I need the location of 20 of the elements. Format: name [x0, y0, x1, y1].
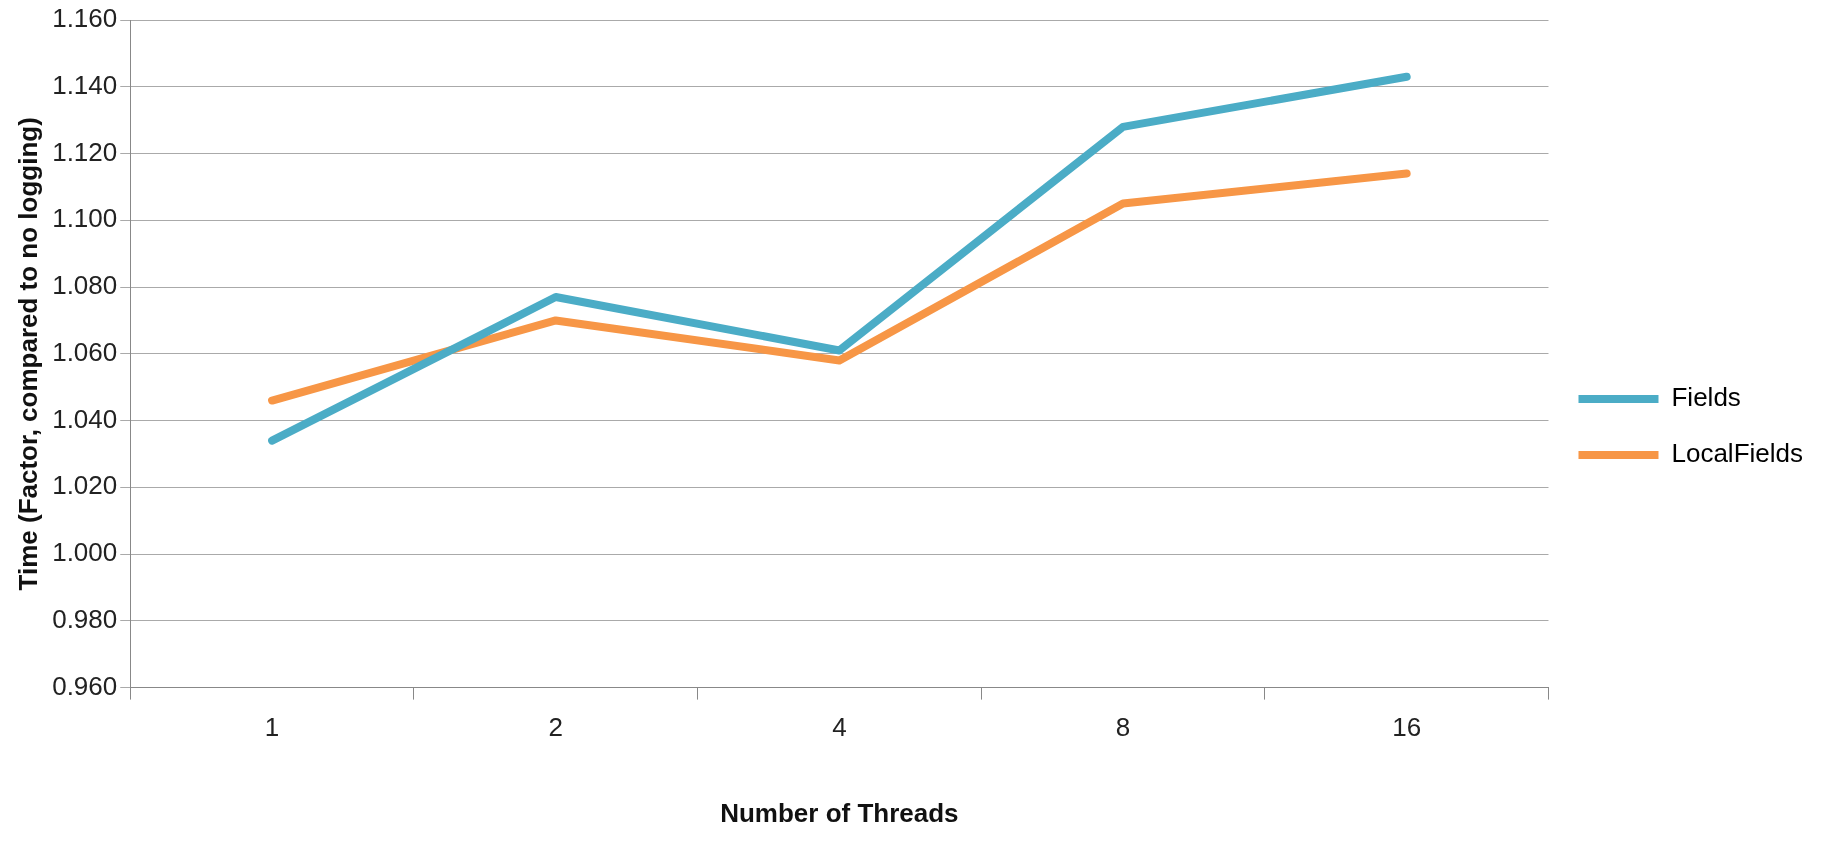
y-tick-label: 1.040 — [52, 403, 118, 434]
legend-label: LocalFields — [1671, 438, 1803, 469]
y-tick-label: 1.120 — [52, 136, 118, 167]
y-tick-label: 1.060 — [52, 336, 118, 367]
y-tick-label: 1.140 — [52, 69, 118, 100]
y-axis-title: Time (Factor, compared to no logging) — [12, 117, 43, 591]
legend-label: Fields — [1671, 382, 1741, 413]
x-axis-title: Number of Threads — [720, 797, 959, 828]
x-tick-label: 2 — [548, 712, 563, 743]
y-tick-label: 0.980 — [52, 604, 118, 635]
y-tick-label: 1.080 — [52, 270, 118, 301]
y-tick-label: 1.000 — [52, 537, 118, 568]
y-tick-label: 1.020 — [52, 470, 118, 501]
x-tick-label: 4 — [832, 712, 847, 743]
y-tick-label: 1.160 — [52, 3, 118, 34]
y-tick-label: 1.100 — [52, 203, 118, 234]
x-tick-label: 8 — [1115, 712, 1131, 743]
y-tick-label: 0.960 — [52, 670, 118, 701]
x-tick-label: 1 — [264, 712, 280, 743]
x-tick-label: 16 — [1392, 712, 1422, 743]
